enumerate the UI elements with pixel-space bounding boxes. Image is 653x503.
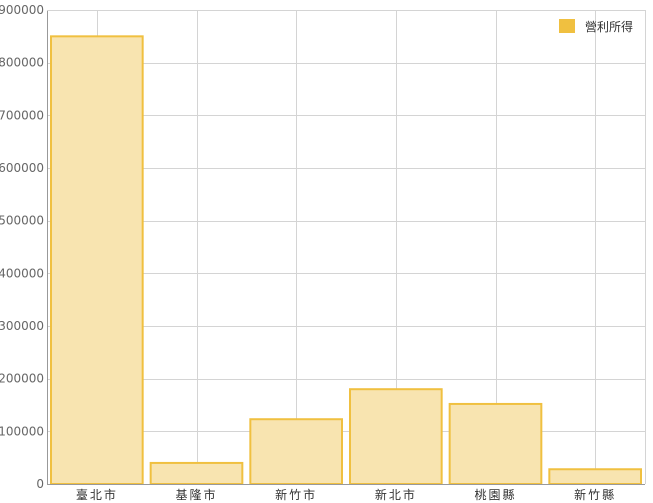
x-tick-label: 桃園縣 bbox=[474, 487, 516, 502]
legend-label[interactable]: 營利所得 bbox=[585, 19, 633, 34]
legend[interactable]: 營利所得 bbox=[559, 19, 634, 34]
x-tick-label: 新北市 bbox=[375, 487, 417, 502]
x-tick-label: 新竹市 bbox=[275, 487, 317, 502]
y-tick-label: 500000 bbox=[0, 214, 44, 228]
bar-6[interactable] bbox=[548, 468, 642, 485]
x-tick-label: 臺北市 bbox=[76, 487, 118, 502]
y-tick-label: 700000 bbox=[0, 108, 44, 122]
y-tick-label: 0 bbox=[36, 477, 44, 491]
y-tick-label: 300000 bbox=[0, 319, 44, 333]
y-tick-label: 200000 bbox=[0, 372, 44, 386]
bars bbox=[50, 35, 642, 486]
y-tick-label: 800000 bbox=[0, 56, 44, 70]
y-tick-label: 400000 bbox=[0, 266, 44, 280]
bar-3[interactable] bbox=[249, 418, 343, 485]
bar-1[interactable] bbox=[50, 35, 144, 485]
x-tick-label: 基隆市 bbox=[175, 487, 217, 502]
bar-5[interactable] bbox=[448, 402, 543, 485]
axes: 0 100000 200000 300000 400000 500000 600000 700… bbox=[0, 3, 646, 502]
x-tick-label: 新竹縣 bbox=[574, 487, 616, 502]
legend-swatch[interactable] bbox=[559, 19, 575, 33]
bar-4[interactable] bbox=[349, 388, 443, 486]
y-tick-label: 100000 bbox=[0, 424, 44, 438]
bar-2[interactable] bbox=[149, 461, 244, 485]
y-tick-label: 900000 bbox=[0, 3, 44, 17]
y-tick-label: 600000 bbox=[0, 161, 44, 175]
